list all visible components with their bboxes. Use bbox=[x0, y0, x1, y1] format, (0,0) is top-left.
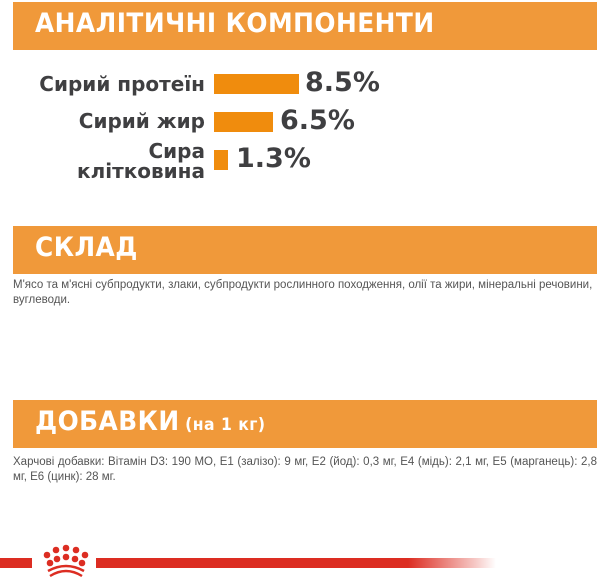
footer-line-right bbox=[96, 558, 496, 568]
composition-text: М'ясо та м'ясні субпродукти, злаки, субп… bbox=[13, 279, 593, 306]
nutrient-label: Сирий протеїн bbox=[39, 72, 205, 96]
footer-line-left bbox=[0, 558, 32, 568]
additives-title-main: ДОБАВКИ bbox=[35, 406, 180, 437]
additives-title-sub: (на 1 кг) bbox=[185, 415, 266, 435]
nutrient-label: клітковина bbox=[77, 159, 205, 183]
nutrient-bar bbox=[214, 74, 299, 94]
nutrient-value: 1.3% bbox=[236, 143, 311, 174]
nutrient-value: 8.5% bbox=[305, 67, 380, 98]
composition-title: СКЛАД bbox=[35, 232, 138, 263]
nutrient-label: Сира bbox=[148, 139, 205, 163]
royal-canin-crown-icon bbox=[43, 544, 89, 578]
nutrient-value: 6.5% bbox=[280, 105, 355, 136]
composition-banner: СКЛАД bbox=[13, 226, 597, 274]
nutrient-bar bbox=[214, 150, 228, 170]
additives-text: Харчові добавки: Вітамін D3: 190 МО, Е1 … bbox=[13, 456, 597, 483]
nutrient-label: Сирий жир bbox=[78, 109, 205, 133]
additives-banner: ДОБАВКИ (на 1 кг) bbox=[13, 400, 597, 448]
nutrient-bar bbox=[214, 112, 273, 132]
analytics-banner: АНАЛІТИЧНІ КОМПОНЕНТИ bbox=[13, 2, 597, 50]
analytics-title: АНАЛІТИЧНІ КОМПОНЕНТИ bbox=[35, 8, 435, 39]
additives-title: ДОБАВКИ (на 1 кг) bbox=[35, 406, 266, 437]
